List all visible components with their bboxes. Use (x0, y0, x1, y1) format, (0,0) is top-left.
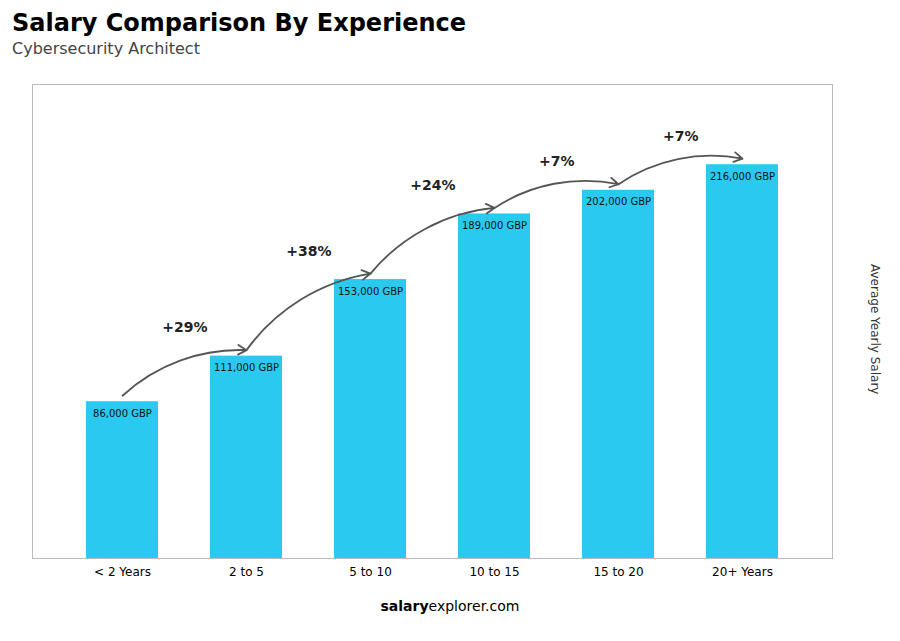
svg-text:15 to 20: 15 to 20 (593, 565, 643, 579)
svg-text:+24%: +24% (410, 177, 455, 193)
svg-text:20+ Years: 20+ Years (712, 565, 773, 579)
svg-text:+38%: +38% (286, 243, 331, 259)
svg-text:+29%: +29% (162, 319, 207, 335)
svg-text:2 to 5: 2 to 5 (229, 565, 264, 579)
html-text:Salary Comparison By Experienc: Salary Comparison By Experience (12, 9, 467, 37)
svg-text:10 to 15: 10 to 15 (469, 565, 519, 579)
html-text:Cybersecurity Architect: Cybersecurity Architect (12, 39, 200, 58)
svg-text:153,000 GBP: 153,000 GBP (338, 286, 403, 297)
svg-text:111,000 GBP: 111,000 GBP (214, 362, 279, 373)
svg-text:202,000 GBP: 202,000 GBP (586, 196, 651, 207)
html-text:Average Yearly Salary: Average Yearly Salary (868, 263, 882, 395)
svg-text:189,000 GBP: 189,000 GBP (462, 220, 527, 231)
html-text:salary explorer.com: salary explorer.com (380, 598, 520, 614)
svg-text:86,000 GBP: 86,000 GBP (93, 408, 152, 419)
svg-text:5 to 10: 5 to 10 (349, 565, 392, 579)
svg-text:+7%: +7% (663, 128, 699, 144)
svg-text:216,000 GBP: 216,000 GBP (710, 171, 775, 182)
svg-text:< 2 Years: < 2 Years (94, 565, 151, 579)
svg-text:+7%: +7% (539, 153, 575, 169)
